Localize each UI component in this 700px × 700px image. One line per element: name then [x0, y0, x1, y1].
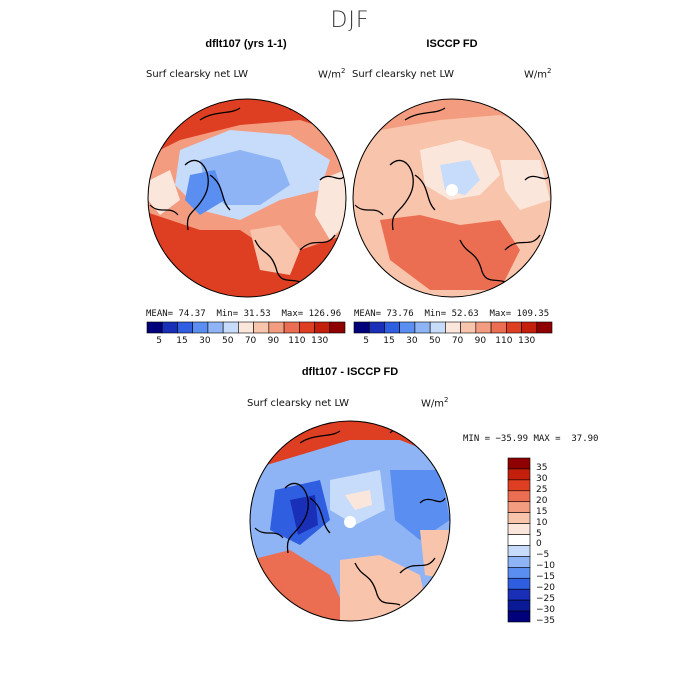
- colorbar-tick-label: 15: [383, 336, 395, 346]
- season-title: DJF: [330, 8, 370, 33]
- colorbar-tick-label: 10: [536, 517, 548, 528]
- colorbar-swatch: [507, 610, 531, 623]
- difference-variable-label: Surf clearsky net LW: [247, 398, 350, 409]
- colorbar-tick-label: 30: [406, 336, 418, 346]
- colorbar-tick-label: −5: [536, 550, 550, 561]
- model-panel-title: dflt107 (yrs 1-1): [205, 38, 287, 50]
- colorbar-tick-label: 5: [363, 336, 370, 346]
- colorbar-tick-label: 15: [176, 336, 188, 346]
- colorbar-tick-label: 110: [495, 336, 513, 346]
- model-stats: MEAN= 74.37 Min= 31.53 Max= 126.96: [146, 309, 342, 319]
- colorbar-tick-label: 130: [518, 336, 536, 346]
- colorbar-tick-label: 5: [156, 336, 163, 346]
- colorbar-tick-label: 110: [288, 336, 306, 346]
- colorbar-tick-label: 90: [267, 336, 280, 346]
- colorbar-tick-label: 90: [474, 336, 487, 346]
- colorbar-tick-label: 30: [199, 336, 211, 346]
- colorbar-tick-label: 130: [311, 336, 329, 346]
- model-units-label: W/m2: [318, 67, 346, 81]
- difference-colorbar: [507, 457, 531, 623]
- model-colorbar: [146, 321, 346, 334]
- model-colorbar-labels: 5 15 30 50 70 90 110 130: [0, 336, 700, 350]
- colorbar-tick-label: −35: [536, 616, 555, 626]
- difference-minmax: MIN = −35.99 MAX = 37.90: [463, 434, 599, 444]
- model-variable-label: Surf clearsky net LW: [146, 69, 249, 80]
- obs-units-label: W/m2: [524, 67, 552, 81]
- colorbar-tick-label: 30: [536, 473, 548, 484]
- obs-stats: MEAN= 73.76 Min= 52.63 Max= 109.35: [354, 309, 550, 319]
- colorbar-tick-label: −25: [536, 594, 555, 605]
- colorbar-tick-label: 15: [536, 506, 548, 517]
- colorbar-tick-label: −20: [536, 583, 555, 594]
- obs-variable-label: Surf clearsky net LW: [352, 69, 455, 80]
- colorbar-swatch: [329, 321, 346, 334]
- colorbar-tick-label: 20: [536, 495, 548, 506]
- colorbar-tick-label: −10: [536, 561, 555, 572]
- colorbar-tick-label: 50: [221, 336, 234, 346]
- colorbar-tick-label: −30: [536, 605, 555, 616]
- colorbar-tick-label: 5: [536, 528, 542, 539]
- colorbar-tick-label: 70: [451, 336, 464, 346]
- colorbar-tick-label: 70: [244, 336, 257, 346]
- colorbar-tick-label: −15: [536, 572, 555, 583]
- obs-colorbar-labels: 5 15 30 50 70 90 110 130: [0, 336, 700, 350]
- colorbar-tick-label: 50: [428, 336, 441, 346]
- difference-panel-title: dflt107 - ISCCP FD: [301, 366, 399, 378]
- colorbar-tick-label: 25: [536, 484, 548, 495]
- difference-units-label: W/m2: [421, 396, 449, 410]
- colorbar-tick-label: 35: [536, 462, 548, 473]
- obs-colorbar: [353, 321, 553, 334]
- colorbar-tick-label: 0: [536, 539, 542, 550]
- colorbar-swatch: [536, 321, 553, 334]
- obs-panel-title: ISCCP FD: [426, 38, 478, 50]
